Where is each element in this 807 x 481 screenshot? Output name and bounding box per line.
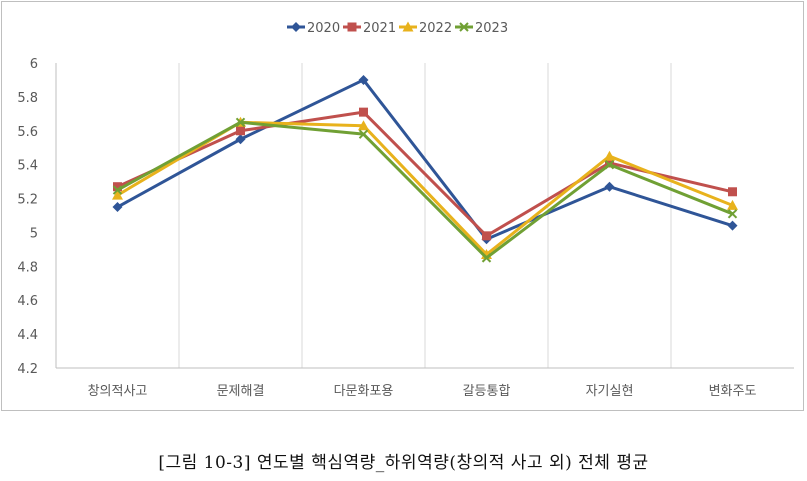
- data-point-marker: [112, 189, 123, 200]
- data-point-marker: [605, 158, 614, 168]
- y-tick-label: 6: [30, 57, 38, 72]
- data-point-marker: [347, 22, 357, 32]
- y-tick-label: 4.6: [17, 294, 38, 309]
- legend-item-2020: 2020: [287, 21, 340, 36]
- data-point-marker: [291, 22, 301, 32]
- data-point-marker: [727, 209, 738, 219]
- series-line-2020: [116, 78, 733, 241]
- data-point-marker: [459, 22, 469, 32]
- marker-stroke: [459, 22, 469, 32]
- data-point-marker: [358, 74, 369, 85]
- marker-stroke: [358, 129, 369, 139]
- x-tick-label: 문제해결: [217, 384, 265, 399]
- series-layer: [112, 74, 738, 263]
- grid-lines: [178, 63, 672, 368]
- data-point-marker: [727, 199, 738, 210]
- data-point-marker: [112, 202, 123, 213]
- figure-caption: [그림 10-3] 연도별 핵심역량_하위역량(창의적 사고 외) 전체 평균: [158, 453, 649, 473]
- axes: 6 5.8 5.6 5.4 5.2 5 4.8 4.6 4.4 4.2 창의적사고 문제해결 다문화포용…: [17, 57, 794, 399]
- data-point-marker: [235, 117, 246, 128]
- data-point-marker: [236, 126, 245, 136]
- data-point-marker: [112, 185, 123, 195]
- data-point-marker: [604, 159, 615, 170]
- y-tick-label: 5.2: [17, 193, 38, 208]
- x-tick-label: 갈등통합: [463, 384, 511, 399]
- marker-stroke: [604, 159, 615, 170]
- legend-item-2022: 2022: [399, 21, 452, 36]
- y-tick-label: 4.4: [17, 328, 38, 343]
- marker-stroke: [235, 117, 246, 128]
- legend-label: 2023: [475, 21, 508, 36]
- x-tick-label: 변화주도: [709, 384, 757, 399]
- y-tick-label: 4.2: [17, 362, 38, 377]
- data-point-marker: [728, 187, 737, 197]
- data-point-marker: [235, 134, 246, 145]
- legend-item-2021: 2021: [343, 21, 396, 36]
- legend-label: 2020: [307, 21, 340, 36]
- data-point-marker: [604, 150, 615, 161]
- data-point-marker: [402, 21, 414, 32]
- series-2023: [112, 117, 738, 263]
- y-tick-label: 5: [30, 226, 38, 241]
- marker-stroke: [481, 253, 492, 263]
- legend-label: 2022: [419, 21, 452, 36]
- y-tick-label: 5.8: [17, 91, 38, 106]
- y-tick-label: 5.6: [17, 125, 38, 140]
- y-tick-label: 5.4: [17, 159, 38, 174]
- data-point-marker: [482, 231, 491, 241]
- data-point-marker: [358, 129, 369, 139]
- series-line-2021: [116, 110, 733, 238]
- x-tick-label: 자기실현: [586, 384, 634, 399]
- line-chart: 6 5.8 5.6 5.4 5.2 5 4.8 4.6 4.4 4.2 창의적사고 문제해결 다문화포용…: [17, 21, 794, 399]
- data-point-marker: [727, 220, 738, 231]
- y-tick-label: 4.8: [17, 260, 38, 275]
- x-tick-label: 창의적사고: [88, 384, 148, 399]
- legend-item-2023: 2023: [455, 21, 508, 36]
- data-point-marker: [481, 253, 492, 263]
- legend-label: 2021: [363, 21, 396, 36]
- series-line-2023: [116, 120, 734, 260]
- data-point-marker: [604, 181, 615, 192]
- series-2021: [113, 107, 737, 241]
- marker-stroke: [727, 209, 738, 219]
- marker-stroke: [112, 185, 123, 195]
- data-point-marker: [359, 107, 368, 117]
- data-point-marker: [113, 182, 122, 192]
- x-tick-label: 다문화포용: [334, 384, 394, 399]
- chart-frame: 6 5.8 5.6 5.4 5.2 5 4.8 4.6 4.4 4.2 창의적사고 문제해결 다문화포용…: [1, 1, 804, 411]
- legend: 2020 2021 2022 2023: [287, 21, 508, 36]
- data-point-marker: [358, 120, 369, 131]
